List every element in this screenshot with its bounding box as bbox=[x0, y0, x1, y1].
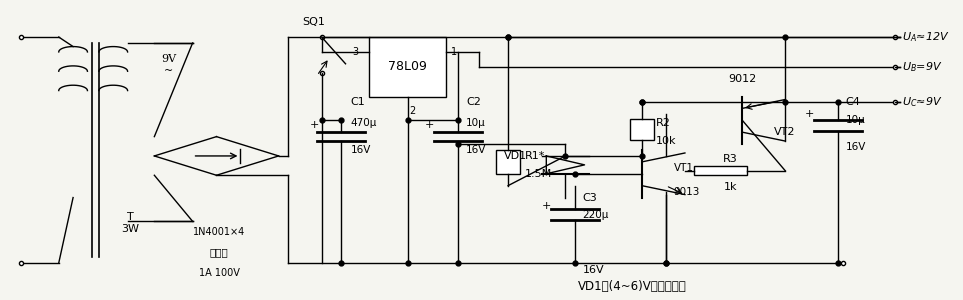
Text: 2: 2 bbox=[409, 106, 416, 116]
Text: VD1：(4~6)V稳压二极管: VD1：(4~6)V稳压二极管 bbox=[578, 280, 687, 293]
Text: 10μ: 10μ bbox=[846, 115, 866, 125]
Text: R3: R3 bbox=[723, 154, 738, 164]
Text: C2: C2 bbox=[466, 98, 481, 107]
Bar bbox=[694, 166, 747, 175]
Text: $U_C$≈9V: $U_C$≈9V bbox=[902, 95, 943, 109]
Text: C3: C3 bbox=[583, 193, 597, 202]
Text: SQ1: SQ1 bbox=[302, 17, 325, 27]
Text: 9012: 9012 bbox=[728, 74, 756, 84]
Text: 3: 3 bbox=[351, 47, 358, 57]
Text: 16V: 16V bbox=[846, 142, 866, 152]
Text: 1: 1 bbox=[451, 47, 456, 57]
Text: 10k: 10k bbox=[656, 136, 677, 146]
Text: C1: C1 bbox=[351, 98, 365, 107]
Text: 1k: 1k bbox=[723, 182, 737, 192]
Text: C4: C4 bbox=[846, 98, 860, 107]
Text: 1N4001×4: 1N4001×4 bbox=[194, 227, 246, 237]
Text: 1A 100V: 1A 100V bbox=[199, 268, 240, 278]
Text: +: + bbox=[425, 120, 434, 130]
Text: 220μ: 220μ bbox=[583, 210, 609, 220]
Text: 9013: 9013 bbox=[673, 187, 700, 196]
FancyBboxPatch shape bbox=[370, 37, 446, 97]
Text: 10μ: 10μ bbox=[466, 118, 485, 128]
Text: $U_A$≈12V: $U_A$≈12V bbox=[902, 30, 950, 44]
Text: R1*: R1* bbox=[525, 151, 546, 161]
Text: T
3W: T 3W bbox=[121, 212, 140, 234]
Text: +: + bbox=[541, 202, 551, 212]
Text: VT2: VT2 bbox=[774, 127, 795, 137]
Text: 1.5M: 1.5M bbox=[525, 169, 553, 179]
Text: +: + bbox=[309, 120, 319, 130]
Text: R2: R2 bbox=[656, 118, 671, 128]
Text: 或全桥: 或全桥 bbox=[210, 248, 229, 257]
Text: VT1: VT1 bbox=[673, 163, 693, 173]
Text: 470μ: 470μ bbox=[351, 118, 377, 128]
Text: 78L09: 78L09 bbox=[388, 60, 428, 73]
Text: 9V
~: 9V ~ bbox=[161, 55, 176, 76]
Text: 16V: 16V bbox=[466, 145, 486, 155]
Text: VD1: VD1 bbox=[504, 151, 527, 161]
Text: 16V: 16V bbox=[584, 266, 605, 275]
Bar bbox=[496, 150, 520, 174]
Text: 16V: 16V bbox=[351, 145, 371, 155]
Text: $U_B$=9V: $U_B$=9V bbox=[902, 60, 943, 74]
Bar bbox=[630, 119, 654, 140]
Text: +: + bbox=[804, 109, 814, 119]
